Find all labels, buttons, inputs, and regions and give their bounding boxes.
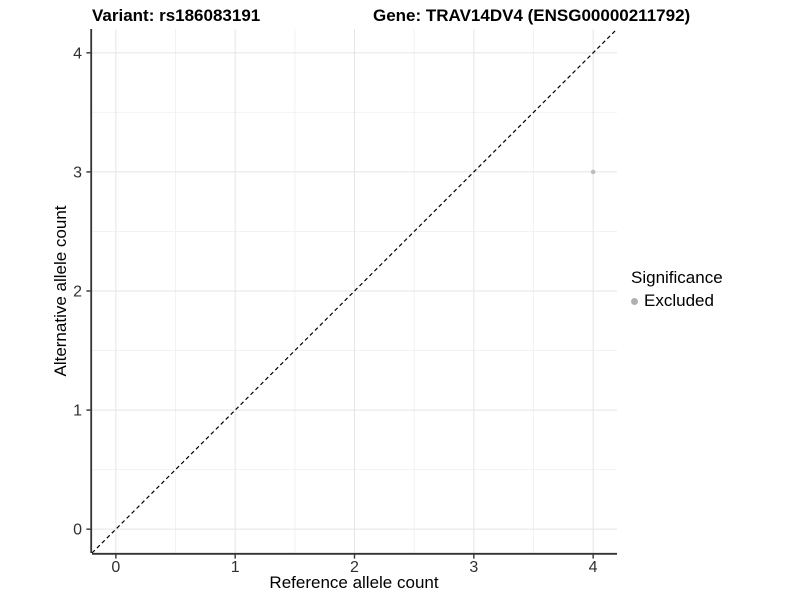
gene-title: Gene: TRAV14DV4 (ENSG00000211792): [373, 6, 691, 25]
data-point: [590, 169, 596, 175]
x-tick-label: 1: [231, 559, 240, 576]
legend-key-dot-icon: [631, 297, 638, 305]
y-tick-label: 1: [73, 403, 82, 420]
x-tick-label: 3: [469, 559, 478, 576]
x-tick-label: 0: [111, 559, 120, 576]
legend: Significance Excluded: [631, 268, 723, 311]
y-axis-title: Alternative allele count: [51, 205, 70, 377]
y-tick-label: 2: [73, 284, 82, 301]
plot-svg: 0 1 2 3 4 0 1 2 3 4: [73, 28, 618, 576]
legend-entry: Excluded: [631, 291, 723, 311]
x-tick-label: 4: [589, 559, 598, 576]
x-axis-title: Reference allele count: [269, 573, 439, 592]
identity-reference-line: [91, 28, 618, 554]
variant-title: Variant: rs186083191: [92, 6, 261, 25]
y-tick-label: 3: [73, 164, 82, 181]
y-tick-label: 4: [73, 45, 82, 62]
legend-entry-label: Excluded: [644, 291, 714, 310]
legend-title: Significance: [631, 268, 723, 287]
y-tick-label: 0: [73, 522, 82, 539]
x-tick-label: 2: [350, 559, 359, 576]
